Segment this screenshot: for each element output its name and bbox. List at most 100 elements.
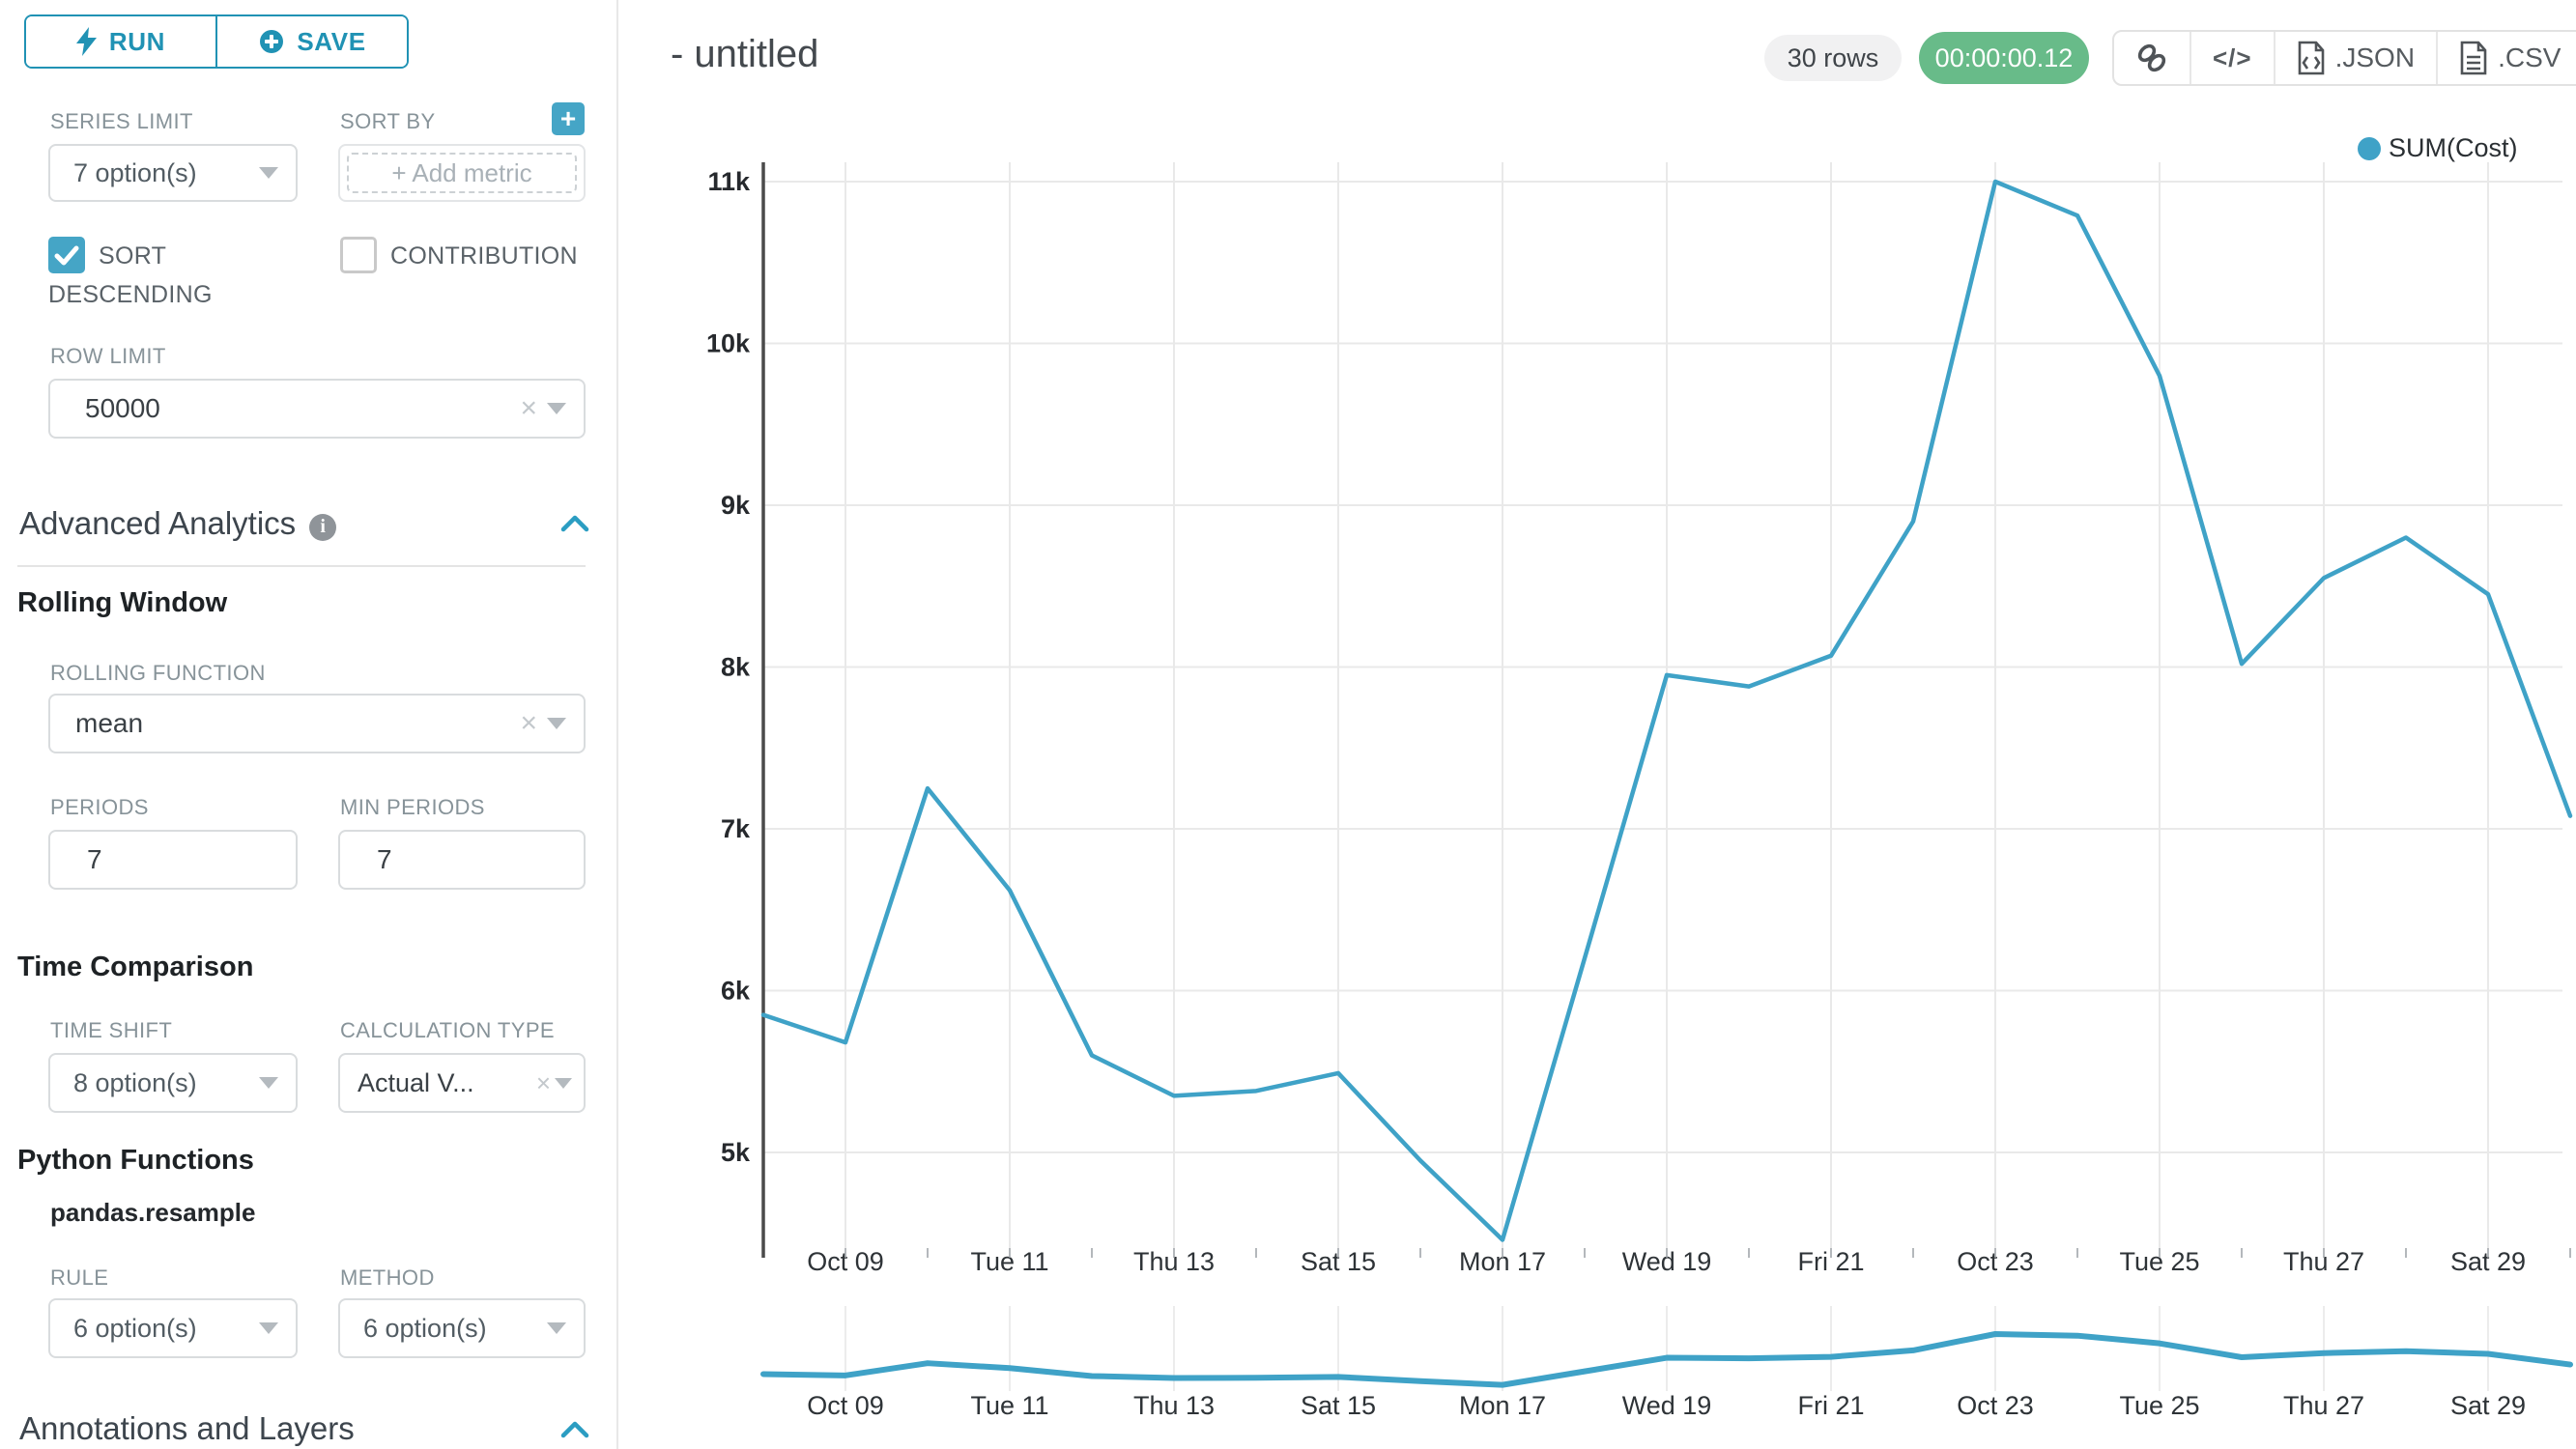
section-divider — [17, 565, 586, 567]
time-shift-value: 8 option(s) — [73, 1067, 197, 1097]
chevron-down-icon — [259, 167, 278, 179]
file-code-icon — [2298, 41, 2324, 75]
rolling-window-header: Rolling Window — [17, 587, 228, 618]
rule-select[interactable]: 6 option(s) — [48, 1298, 298, 1358]
code-icon: </> — [2213, 43, 2252, 72]
svg-text:Wed 19: Wed 19 — [1622, 1391, 1712, 1420]
svg-text:Thu 13: Thu 13 — [1133, 1391, 1215, 1420]
svg-text:Fri 21: Fri 21 — [1797, 1391, 1864, 1420]
row-limit-select[interactable]: 50000 × — [48, 379, 586, 439]
series-limit-select[interactable]: 7 option(s) — [48, 144, 298, 202]
calculation-type-label: CALCULATION TYPE — [340, 1018, 555, 1042]
python-functions-header: Python Functions — [17, 1145, 254, 1176]
copy-link-button[interactable] — [2114, 32, 2191, 84]
svg-text:5k: 5k — [721, 1138, 751, 1167]
export-csv-button[interactable]: .CSV — [2438, 32, 2576, 84]
info-icon[interactable]: i — [309, 513, 337, 541]
clear-icon[interactable]: × — [520, 392, 537, 424]
periods-input[interactable]: 7 — [48, 830, 298, 890]
chevron-down-icon — [259, 1077, 278, 1089]
annotations-layers-header[interactable]: Annotations and Layers — [19, 1410, 355, 1446]
chevron-down-icon — [259, 1322, 278, 1334]
pandas-resample-label: pandas.resample — [50, 1198, 256, 1227]
link-icon — [2137, 43, 2166, 72]
sort-descending-checkbox[interactable] — [48, 237, 85, 273]
method-label: METHOD — [340, 1265, 435, 1290]
check-icon — [54, 245, 79, 266]
contribution-checkbox[interactable] — [340, 237, 377, 273]
svg-text:Sat 15: Sat 15 — [1301, 1391, 1376, 1420]
calculation-type-select[interactable]: Actual V... × — [338, 1053, 586, 1113]
svg-text:11k: 11k — [707, 167, 751, 196]
contribution-label: CONTRIBUTION — [390, 242, 578, 270]
min-periods-label: MIN PERIODS — [340, 795, 485, 819]
row-limit-value: 50000 — [85, 393, 160, 423]
row-count-badge: 30 rows — [1764, 35, 1902, 81]
sort-by-label: SORT BY — [340, 109, 436, 133]
save-button-label: SAVE — [297, 26, 366, 56]
run-save-button-group: RUN SAVE — [24, 14, 409, 69]
control-panel-sidebar: RUN SAVE SERIES LIMIT SORT BY + 7 option… — [0, 0, 618, 1449]
svg-text:10k: 10k — [706, 329, 751, 358]
chevron-down-icon — [547, 1322, 566, 1334]
periods-value: 7 — [87, 844, 102, 874]
min-periods-input[interactable]: 7 — [338, 830, 586, 890]
plus-icon: + — [559, 103, 577, 133]
row-limit-label: ROW LIMIT — [50, 344, 166, 368]
chevron-up-icon[interactable] — [558, 512, 591, 535]
method-select[interactable]: 6 option(s) — [338, 1298, 586, 1358]
calculation-type-value: Actual V... — [358, 1067, 474, 1097]
sort-by-add-metric[interactable]: + Add metric — [338, 144, 586, 202]
rolling-function-label: ROLLING FUNCTION — [50, 661, 266, 685]
view-query-button[interactable]: </> — [2191, 32, 2275, 84]
time-shift-label: TIME SHIFT — [50, 1018, 173, 1042]
svg-text:Tue 25: Tue 25 — [2119, 1391, 2199, 1420]
mini-chart-brush[interactable] — [761, 1304, 2576, 1401]
chart-actions-toolbar: </> .JSON .CSV — [2112, 30, 2576, 86]
advanced-analytics-title: Advanced Analytics — [19, 505, 297, 541]
svg-text:Mon 17: Mon 17 — [1459, 1391, 1546, 1420]
svg-text:Sat 29: Sat 29 — [2450, 1391, 2526, 1420]
export-csv-label: .CSV — [2498, 43, 2562, 72]
clear-icon[interactable]: × — [520, 707, 537, 739]
run-button-label: RUN — [108, 26, 166, 56]
periods-label: PERIODS — [50, 795, 149, 819]
rule-value: 6 option(s) — [73, 1313, 197, 1343]
save-button[interactable]: SAVE — [217, 16, 407, 67]
min-periods-value: 7 — [377, 844, 392, 874]
legend-dot-icon — [2358, 136, 2381, 160]
svg-text:Oct 09: Oct 09 — [807, 1391, 884, 1420]
svg-text:6k: 6k — [721, 977, 751, 1006]
svg-text:9k: 9k — [721, 491, 751, 520]
rule-label: RULE — [50, 1265, 109, 1290]
add-metric-placeholder: + Add metric — [391, 157, 532, 187]
method-value: 6 option(s) — [363, 1313, 487, 1343]
svg-text:8k: 8k — [721, 653, 751, 682]
svg-text:Tue 11: Tue 11 — [970, 1391, 1048, 1420]
series-limit-value: 7 option(s) — [73, 157, 197, 187]
rolling-function-value: mean — [75, 708, 144, 738]
chevron-down-icon — [547, 718, 566, 729]
time-comparison-header: Time Comparison — [17, 952, 254, 982]
export-json-button[interactable]: .JSON — [2275, 32, 2439, 84]
run-button[interactable]: RUN — [26, 16, 217, 67]
lightning-icon — [75, 27, 97, 56]
legend-label: SUM(Cost) — [2389, 133, 2518, 162]
rolling-function-select[interactable]: mean × — [48, 694, 586, 753]
plus-circle-icon — [260, 30, 284, 53]
dashed-border — [347, 153, 577, 193]
advanced-analytics-header[interactable]: Advanced Analytics i — [19, 505, 337, 542]
file-text-icon — [2460, 41, 2487, 75]
chart-panel: - untitled 30 rows 00:00:00.12 </> .JSON — [618, 0, 2576, 1449]
clear-icon[interactable]: × — [535, 1068, 551, 1097]
chart-title[interactable]: - untitled — [671, 33, 819, 75]
add-sort-button[interactable]: + — [552, 102, 585, 135]
chevron-down-icon — [547, 403, 566, 414]
chevron-up-icon[interactable] — [558, 1418, 591, 1441]
query-timer-badge: 00:00:00.12 — [1919, 32, 2089, 84]
time-shift-select[interactable]: 8 option(s) — [48, 1053, 298, 1113]
legend-sum-cost[interactable]: SUM(Cost) — [2358, 133, 2518, 163]
export-json-label: .JSON — [2334, 43, 2416, 72]
